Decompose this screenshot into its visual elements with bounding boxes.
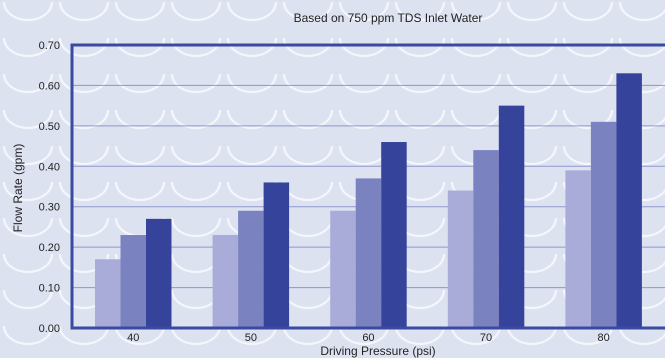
bar xyxy=(263,182,290,328)
bar xyxy=(498,105,525,329)
bar xyxy=(95,259,121,328)
y-tick-label: 0.60 xyxy=(39,80,60,92)
bar xyxy=(212,235,239,328)
y-tick-label: 0.50 xyxy=(39,121,60,133)
bar xyxy=(120,235,146,328)
chart-title: Based on 750 ppm TDS Inlet Water xyxy=(294,11,483,25)
bar xyxy=(146,218,172,328)
y-axis-ticks: 0.00 0.10 0.20 0.30 0.40 0.50 0.60 0.70 xyxy=(39,40,60,335)
y-tick-label: 0.30 xyxy=(39,202,60,214)
x-tick-label: 70 xyxy=(480,332,492,344)
y-tick-label: 0.40 xyxy=(39,161,60,173)
x-tick-label: 80 xyxy=(598,332,610,344)
y-tick-label: 0.10 xyxy=(39,283,60,295)
bar xyxy=(616,73,642,328)
bar xyxy=(330,210,356,328)
y-axis-label: Flow Rate (gpm) xyxy=(11,144,25,233)
y-tick-label: 0.20 xyxy=(39,242,60,254)
bar xyxy=(381,142,407,328)
plot-frame xyxy=(70,43,665,330)
x-axis-ticks: 40 50 60 70 80 xyxy=(127,332,610,344)
bar xyxy=(565,170,591,328)
x-tick-label: 50 xyxy=(245,332,257,344)
x-tick-label: 60 xyxy=(362,332,374,344)
bar xyxy=(355,178,382,328)
y-tick-label: 0.70 xyxy=(39,40,60,52)
bar xyxy=(238,210,264,328)
x-axis-label: Driving Pressure (psi) xyxy=(320,344,435,358)
bar xyxy=(447,190,474,328)
y-tick-label: 0.00 xyxy=(39,323,60,335)
bar xyxy=(473,150,499,328)
bar xyxy=(590,121,617,328)
x-tick-label: 40 xyxy=(127,332,139,344)
bars xyxy=(95,73,642,329)
